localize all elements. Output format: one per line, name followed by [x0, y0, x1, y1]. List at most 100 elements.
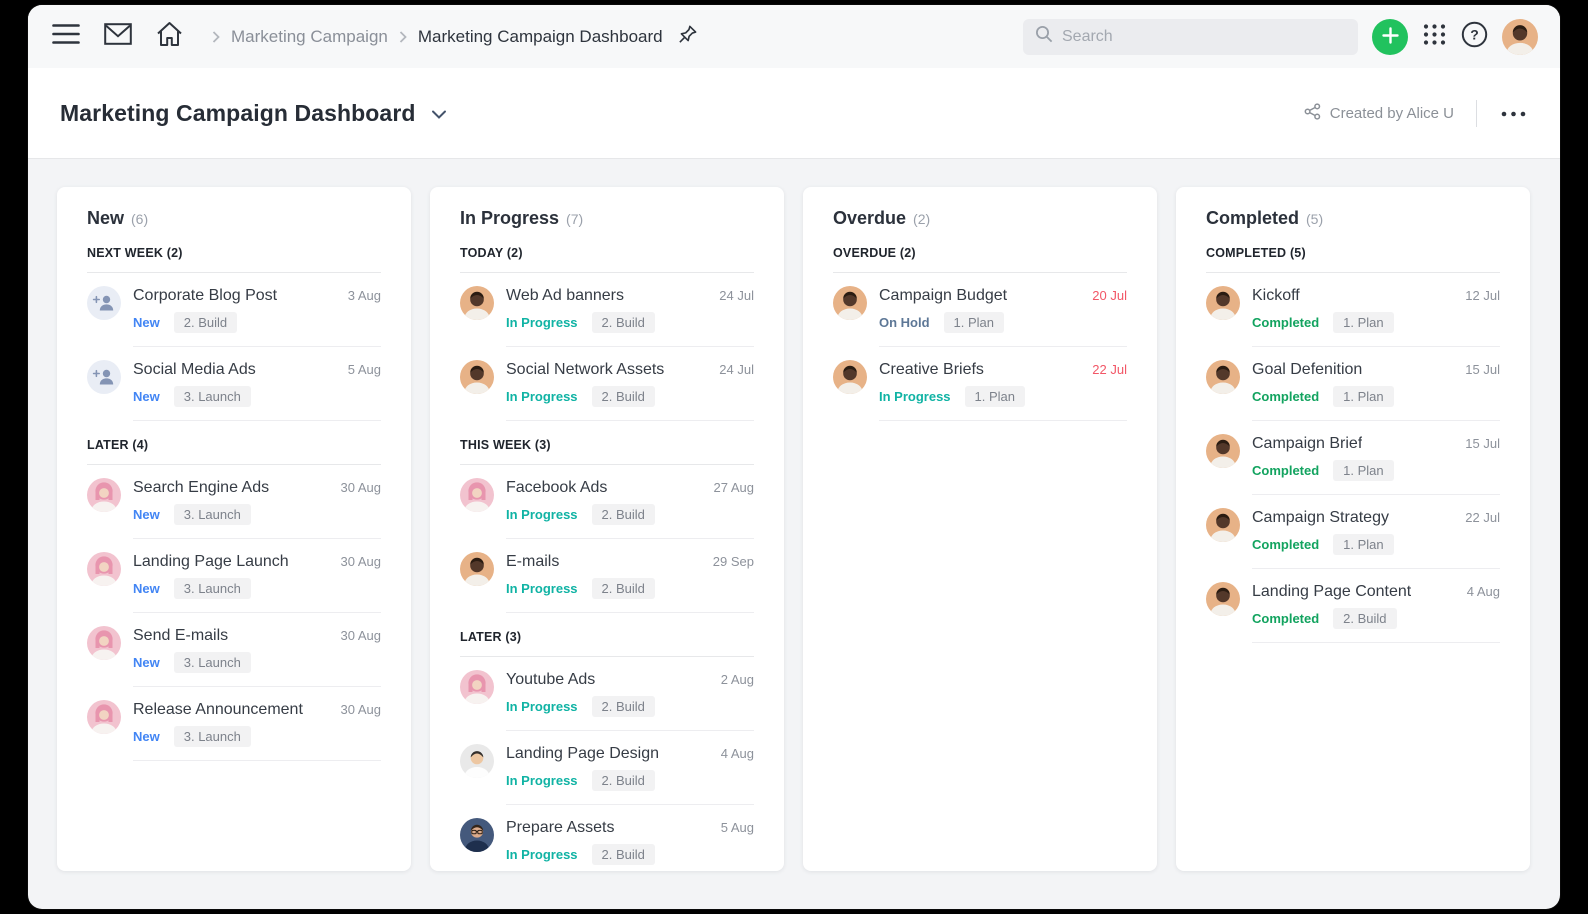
- plus-icon: [1381, 26, 1399, 47]
- task-status[interactable]: In Progress: [506, 847, 578, 862]
- board-column-completed: Completed (5) COMPLETED (5) Kickoff 12 J…: [1176, 187, 1530, 871]
- task-status[interactable]: Completed: [1252, 463, 1320, 478]
- task-status[interactable]: New: [133, 729, 160, 744]
- task-card[interactable]: Social Media Ads 5 Aug New 3. Launch: [87, 347, 381, 421]
- task-title[interactable]: Search Engine Ads: [133, 479, 270, 496]
- task-status[interactable]: Completed: [1252, 315, 1320, 330]
- task-status[interactable]: In Progress: [506, 389, 578, 404]
- task-status[interactable]: New: [133, 507, 160, 522]
- column-title: Overdue: [833, 208, 907, 228]
- task-status[interactable]: New: [133, 389, 160, 404]
- assignee-avatar-woman-pink: [87, 552, 121, 586]
- apps-grid-button[interactable]: [1422, 22, 1447, 52]
- task-due-date: 24 Jul: [719, 288, 754, 303]
- task-card[interactable]: Web Ad banners 24 Jul In Progress 2. Bui…: [460, 273, 754, 347]
- task-title[interactable]: Social Media Ads: [133, 361, 256, 378]
- task-title[interactable]: Youtube Ads: [506, 671, 596, 688]
- search-input[interactable]: [1062, 27, 1346, 46]
- task-status[interactable]: New: [133, 655, 160, 670]
- task-card[interactable]: Social Network Assets 24 Jul In Progress…: [460, 347, 754, 421]
- pin-button[interactable]: [677, 24, 698, 50]
- task-card[interactable]: Corporate Blog Post 3 Aug New 2. Build: [87, 273, 381, 347]
- assignee-avatar-man-dark: [1206, 286, 1240, 320]
- task-title[interactable]: Send E-mails: [133, 627, 229, 644]
- task-title[interactable]: Landing Page Content: [1252, 583, 1412, 600]
- assignee-avatar-man-dark: [833, 286, 867, 320]
- search-box[interactable]: [1023, 18, 1358, 55]
- assignee-avatar-woman-pink: [460, 670, 494, 704]
- task-card[interactable]: Goal Defenition 15 Jul Completed 1. Plan: [1206, 347, 1500, 421]
- task-card[interactable]: Send E-mails 30 Aug New 3. Launch: [87, 613, 381, 687]
- task-title[interactable]: E-mails: [506, 553, 560, 570]
- task-card[interactable]: Facebook Ads 27 Aug In Progress 2. Build: [460, 465, 754, 539]
- assignee-avatar-woman-pink: [87, 626, 121, 660]
- inbox-button[interactable]: [100, 19, 136, 54]
- titlebar: Marketing Campaign Dashboard Created by …: [28, 68, 1560, 158]
- task-title[interactable]: Goal Defenition: [1252, 361, 1363, 378]
- task-status[interactable]: In Progress: [506, 699, 578, 714]
- task-title[interactable]: Campaign Strategy: [1252, 509, 1389, 526]
- task-card[interactable]: Campaign Brief 15 Jul Completed 1. Plan: [1206, 421, 1500, 495]
- more-options-button[interactable]: [1499, 100, 1528, 126]
- dashboard-title-menu[interactable]: Marketing Campaign Dashboard: [60, 100, 447, 127]
- breadcrumb-item-current[interactable]: Marketing Campaign Dashboard: [417, 26, 663, 46]
- help-button[interactable]: ?: [1461, 21, 1488, 53]
- column-count: (2): [913, 211, 931, 227]
- task-title[interactable]: Web Ad banners: [506, 287, 625, 304]
- column-title: In Progress: [460, 208, 560, 228]
- task-card[interactable]: Prepare Assets 5 Aug In Progress 2. Buil…: [460, 805, 754, 871]
- column-section: TODAY (2) Web Ad banners 24 Jul In Progr…: [460, 246, 754, 421]
- assignee-avatar-man-asian: [460, 744, 494, 778]
- section-label: LATER (4): [87, 438, 381, 465]
- hamburger-menu-button[interactable]: [48, 19, 84, 54]
- task-card[interactable]: Search Engine Ads 30 Aug New 3. Launch: [87, 465, 381, 539]
- task-status[interactable]: In Progress: [506, 507, 578, 522]
- task-status[interactable]: Completed: [1252, 389, 1320, 404]
- task-card[interactable]: Landing Page Design 4 Aug In Progress 2.…: [460, 731, 754, 805]
- task-card[interactable]: Campaign Strategy 22 Jul Completed 1. Pl…: [1206, 495, 1500, 569]
- task-status[interactable]: Completed: [1252, 611, 1320, 626]
- task-status[interactable]: In Progress: [879, 389, 951, 404]
- task-status[interactable]: New: [133, 581, 160, 596]
- task-card[interactable]: Youtube Ads 2 Aug In Progress 2. Build: [460, 657, 754, 731]
- task-title[interactable]: Landing Page Design: [506, 745, 660, 762]
- assignee-avatar-man-dark: [1206, 508, 1240, 542]
- task-title[interactable]: Release Announcement: [133, 701, 303, 718]
- task-card[interactable]: Campaign Budget 20 Jul On Hold 1. Plan: [833, 273, 1127, 347]
- task-status[interactable]: In Progress: [506, 315, 578, 330]
- task-title[interactable]: Prepare Assets: [506, 819, 615, 836]
- task-title[interactable]: Social Network Assets: [506, 361, 665, 378]
- task-card[interactable]: E-mails 29 Sep In Progress 2. Build: [460, 539, 754, 613]
- task-stage-badge: 3. Launch: [173, 726, 251, 747]
- task-card[interactable]: Release Announcement 30 Aug New 3. Launc…: [87, 687, 381, 761]
- task-title[interactable]: Corporate Blog Post: [133, 287, 278, 304]
- task-status[interactable]: On Hold: [879, 315, 930, 330]
- task-card[interactable]: Kickoff 12 Jul Completed 1. Plan: [1206, 273, 1500, 347]
- create-new-button[interactable]: [1372, 18, 1408, 55]
- task-status[interactable]: Completed: [1252, 537, 1320, 552]
- section-label: OVERDUE (2): [833, 246, 1127, 273]
- task-due-date: 12 Jul: [1465, 288, 1500, 303]
- task-status[interactable]: New: [133, 315, 160, 330]
- topbar: Marketing Campaign Marketing Campaign Da…: [28, 5, 1560, 68]
- created-by-button[interactable]: Created by Alice U: [1304, 102, 1454, 124]
- task-title[interactable]: Landing Page Launch: [133, 553, 289, 570]
- task-title[interactable]: Kickoff: [1252, 287, 1300, 304]
- task-title[interactable]: Campaign Budget: [879, 287, 1008, 304]
- breadcrumb-item-parent[interactable]: Marketing Campaign: [231, 26, 388, 46]
- user-avatar[interactable]: [1502, 18, 1538, 55]
- task-title[interactable]: Campaign Brief: [1252, 435, 1363, 452]
- task-card[interactable]: Landing Page Content 4 Aug Completed 2. …: [1206, 569, 1500, 643]
- task-card[interactable]: Creative Briefs 22 Jul In Progress 1. Pl…: [833, 347, 1127, 421]
- task-due-date: 15 Jul: [1465, 362, 1500, 377]
- task-title[interactable]: Creative Briefs: [879, 361, 984, 378]
- task-card[interactable]: Landing Page Launch 30 Aug New 3. Launch: [87, 539, 381, 613]
- task-stage-badge: 2. Build: [591, 696, 655, 717]
- column-section: COMPLETED (5) Kickoff 12 Jul Completed 1…: [1206, 246, 1500, 643]
- task-status[interactable]: In Progress: [506, 581, 578, 596]
- task-title[interactable]: Facebook Ads: [506, 479, 608, 496]
- task-due-date: 5 Aug: [720, 820, 754, 835]
- hamburger-icon: [52, 23, 80, 50]
- home-button[interactable]: [152, 17, 187, 56]
- task-status[interactable]: In Progress: [506, 773, 578, 788]
